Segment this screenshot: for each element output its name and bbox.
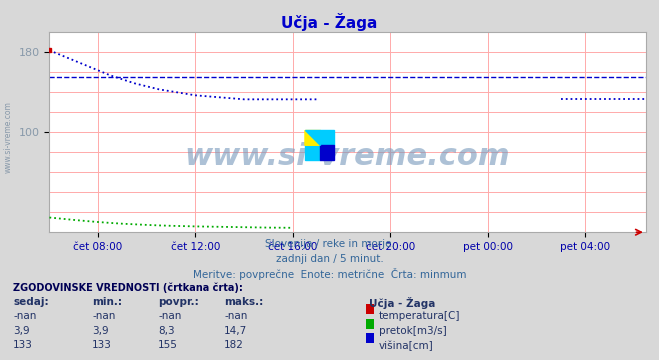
Text: 3,9: 3,9	[13, 326, 30, 336]
Text: min.:: min.:	[92, 297, 123, 307]
Text: 14,7: 14,7	[224, 326, 247, 336]
Text: www.si-vreme.com: www.si-vreme.com	[185, 142, 511, 171]
Text: Učja - Žaga: Učja - Žaga	[281, 13, 378, 31]
Text: 3,9: 3,9	[92, 326, 109, 336]
Text: ZGODOVINSKE VREDNOSTI (črtkana črta):: ZGODOVINSKE VREDNOSTI (črtkana črta):	[13, 283, 243, 293]
Text: -nan: -nan	[224, 311, 247, 321]
Polygon shape	[305, 130, 320, 145]
Bar	[320, 145, 334, 160]
Text: 133: 133	[13, 340, 33, 350]
Text: maks.:: maks.:	[224, 297, 264, 307]
Text: višina[cm]: višina[cm]	[379, 340, 434, 351]
Text: Meritve: povprečne  Enote: metrične  Črta: minmum: Meritve: povprečne Enote: metrične Črta:…	[192, 268, 467, 280]
Text: 182: 182	[224, 340, 244, 350]
Text: -nan: -nan	[13, 311, 36, 321]
Text: -nan: -nan	[158, 311, 181, 321]
Text: sedaj:: sedaj:	[13, 297, 49, 307]
Text: povpr.:: povpr.:	[158, 297, 199, 307]
Text: temperatura[C]: temperatura[C]	[379, 311, 461, 321]
Text: Učja - Žaga: Učja - Žaga	[369, 297, 436, 309]
Text: 133: 133	[92, 340, 112, 350]
Text: zadnji dan / 5 minut.: zadnji dan / 5 minut.	[275, 254, 384, 264]
Text: 8,3: 8,3	[158, 326, 175, 336]
Bar	[305, 145, 320, 160]
Bar	[320, 130, 334, 145]
Text: 155: 155	[158, 340, 178, 350]
Text: www.si-vreme.com: www.si-vreme.com	[3, 101, 13, 173]
Text: -nan: -nan	[92, 311, 115, 321]
Text: pretok[m3/s]: pretok[m3/s]	[379, 326, 447, 336]
Text: Slovenija / reke in morje.: Slovenija / reke in morje.	[264, 239, 395, 249]
Bar	[305, 130, 320, 145]
Polygon shape	[305, 130, 320, 145]
